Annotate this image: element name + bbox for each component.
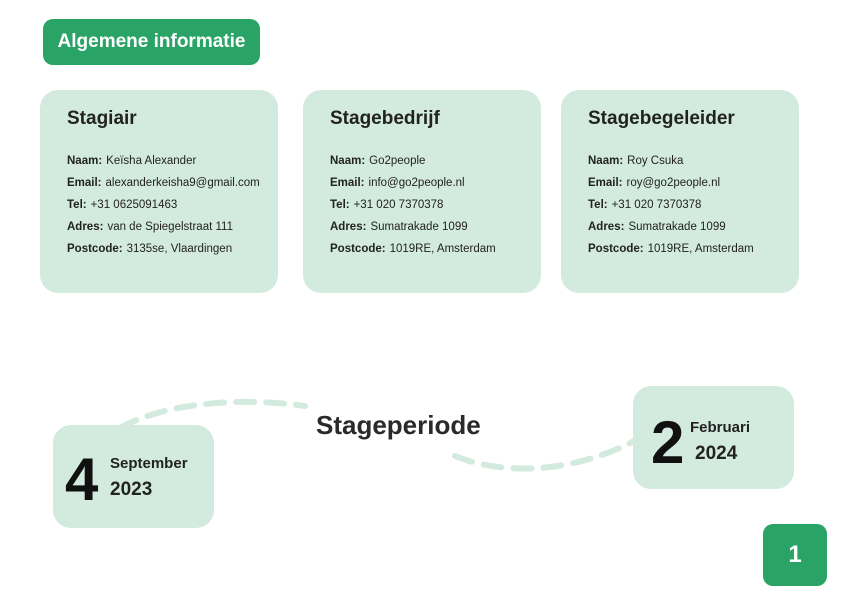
row-value: roy@go2people.nl [626, 177, 721, 189]
end-day: 2 [651, 409, 685, 476]
row-label: Postcode: [588, 243, 644, 255]
info-row-address: Adres: van de Spiegelstraat 111 [67, 216, 278, 238]
end-year: 2024 [695, 443, 738, 464]
section-title-badge: Algemene informatie [43, 19, 260, 65]
row-label: Email: [67, 177, 102, 189]
row-label: Naam: [67, 155, 103, 167]
row-value: 3135se, Vlaardingen [126, 243, 233, 255]
row-label: Email: [588, 177, 623, 189]
info-row-email: Email: info@go2people.nl [330, 172, 541, 194]
info-row-name: Naam: Roy Csuka [588, 150, 799, 172]
page-number-badge: 1 [763, 524, 827, 586]
row-label: Naam: [588, 155, 624, 167]
row-label: Adres: [330, 221, 367, 233]
card-stagebegeleider: Stagebegeleider Naam: Roy Csuka Email: roy… [561, 90, 799, 293]
row-label: Postcode: [330, 243, 386, 255]
row-value: Go2people [369, 155, 426, 167]
end-month: Februari [690, 419, 751, 436]
period-title: Stageperiode [316, 410, 481, 440]
info-row-postcode: Postcode: 1019RE, Amsterdam [330, 238, 541, 260]
row-label: Tel: [330, 199, 350, 211]
row-value: info@go2people.nl [368, 177, 465, 189]
row-label: Tel: [588, 199, 608, 211]
end-date-box: 2 Februari 2024 [633, 386, 794, 489]
start-month: September [110, 455, 188, 472]
info-row-phone: Tel: +31 020 7370378 [588, 194, 799, 216]
card-title: Stagiair [67, 108, 137, 129]
card-stagiair: Stagiair Naam: Keïsha Alexander Email: ale… [40, 90, 278, 293]
row-label: Naam: [330, 155, 366, 167]
start-date-box: 4 September 2023 [53, 425, 214, 528]
info-row-address: Adres: Sumatrakade 1099 [330, 216, 541, 238]
row-label: Email: [330, 177, 365, 189]
info-row-name: Naam: Go2people [330, 150, 541, 172]
card-stagebedrijf: Stagebedrijf Naam: Go2people Email: info@g… [303, 90, 541, 293]
info-row-phone: Tel: +31 020 7370378 [330, 194, 541, 216]
info-row-phone: Tel: +31 0625091463 [67, 194, 278, 216]
row-value: 1019RE, Amsterdam [389, 243, 496, 255]
row-value: alexanderkeisha9@gmail.com [105, 177, 260, 189]
row-value: Roy Csuka [627, 155, 684, 167]
row-label: Adres: [588, 221, 625, 233]
card-title: Stagebedrijf [330, 108, 440, 129]
info-row-name: Naam: Keïsha Alexander [67, 150, 278, 172]
row-label: Tel: [67, 199, 87, 211]
info-row-email: Email: roy@go2people.nl [588, 172, 799, 194]
info-row-address: Adres: Sumatrakade 1099 [588, 216, 799, 238]
row-value: Sumatrakade 1099 [628, 221, 726, 233]
row-value: 1019RE, Amsterdam [647, 243, 754, 255]
start-day: 4 [65, 446, 99, 513]
row-value: +31 020 7370378 [611, 199, 702, 211]
info-row-email: Email: alexanderkeisha9@gmail.com [67, 172, 278, 194]
row-value: Keïsha Alexander [106, 155, 197, 167]
row-value: +31 020 7370378 [353, 199, 444, 211]
row-value: van de Spiegelstraat 111 [107, 221, 233, 233]
info-row-postcode: Postcode: 3135se, Vlaardingen [67, 238, 278, 260]
row-value: Sumatrakade 1099 [370, 221, 468, 233]
start-year: 2023 [110, 479, 153, 500]
card-title: Stagebegeleider [588, 108, 735, 129]
row-label: Adres: [67, 221, 104, 233]
row-value: +31 0625091463 [90, 199, 178, 211]
info-row-postcode: Postcode: 1019RE, Amsterdam [588, 238, 799, 260]
row-label: Postcode: [67, 243, 123, 255]
